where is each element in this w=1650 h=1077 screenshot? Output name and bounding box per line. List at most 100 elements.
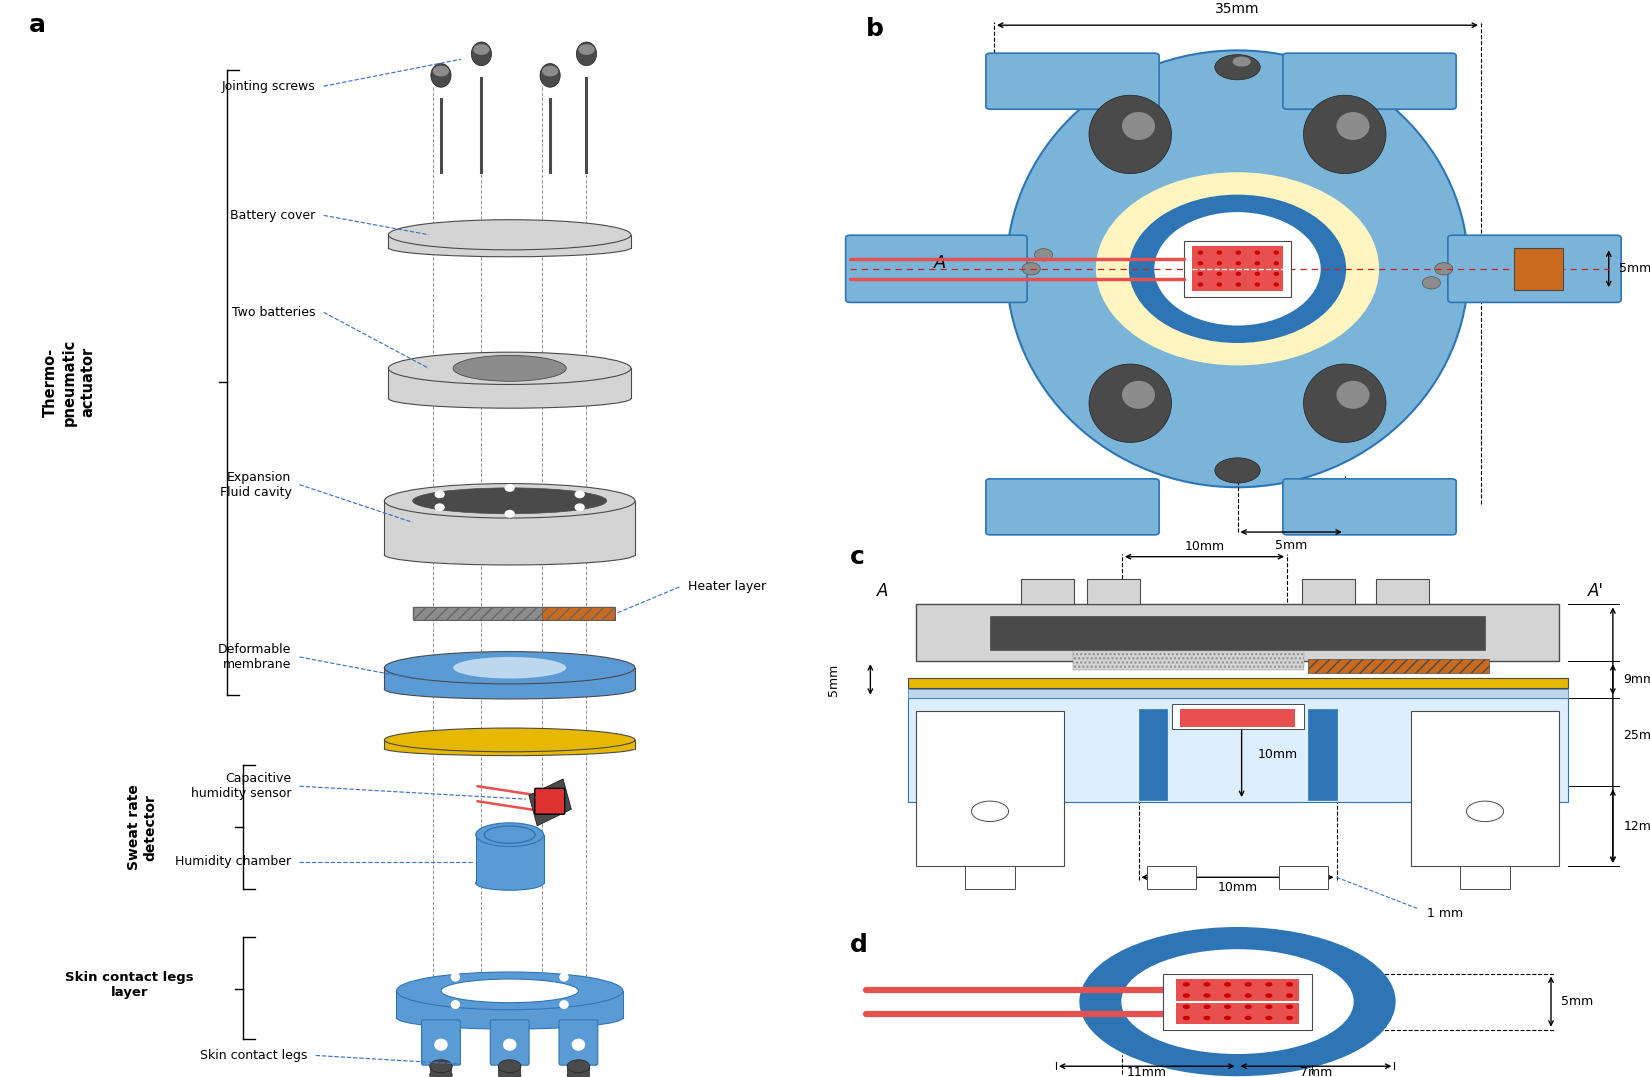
Text: Thermo-
pneumatic
actuator: Thermo- pneumatic actuator bbox=[43, 338, 96, 426]
Ellipse shape bbox=[1081, 928, 1394, 1075]
Text: 5mm: 5mm bbox=[827, 663, 840, 696]
Text: 5mm: 5mm bbox=[1561, 995, 1594, 1008]
Ellipse shape bbox=[1336, 112, 1369, 140]
Ellipse shape bbox=[579, 44, 594, 55]
Ellipse shape bbox=[576, 42, 597, 66]
Ellipse shape bbox=[1287, 1017, 1292, 1020]
Ellipse shape bbox=[498, 1069, 521, 1077]
Ellipse shape bbox=[1236, 283, 1241, 285]
Bar bbox=[412, 607, 615, 620]
Ellipse shape bbox=[1183, 983, 1190, 985]
Bar bbox=[916, 711, 1064, 866]
Ellipse shape bbox=[396, 971, 624, 1010]
Text: Humidity chamber: Humidity chamber bbox=[175, 855, 292, 868]
Ellipse shape bbox=[1287, 983, 1292, 985]
Ellipse shape bbox=[396, 1006, 624, 1030]
Ellipse shape bbox=[1155, 213, 1320, 325]
Text: c: c bbox=[850, 545, 865, 570]
Bar bbox=[1307, 659, 1488, 673]
Ellipse shape bbox=[1256, 272, 1259, 276]
FancyBboxPatch shape bbox=[535, 788, 564, 814]
Ellipse shape bbox=[384, 728, 635, 752]
Ellipse shape bbox=[1304, 364, 1386, 443]
Text: A': A' bbox=[1589, 582, 1604, 600]
Ellipse shape bbox=[1006, 51, 1468, 487]
Ellipse shape bbox=[1467, 801, 1503, 822]
Ellipse shape bbox=[1218, 251, 1221, 254]
Ellipse shape bbox=[505, 510, 515, 517]
Text: d: d bbox=[850, 933, 868, 956]
FancyBboxPatch shape bbox=[987, 53, 1158, 109]
Ellipse shape bbox=[1204, 994, 1209, 997]
Text: 10mm: 10mm bbox=[1185, 540, 1224, 553]
Ellipse shape bbox=[568, 1069, 589, 1077]
Bar bbox=[908, 698, 1568, 802]
Ellipse shape bbox=[432, 66, 449, 76]
Ellipse shape bbox=[429, 1060, 452, 1073]
Bar bbox=[384, 668, 635, 689]
Ellipse shape bbox=[1218, 272, 1221, 276]
Text: Battery cover: Battery cover bbox=[231, 209, 315, 222]
Text: Jointing screws: Jointing screws bbox=[221, 80, 315, 93]
Text: 35mm: 35mm bbox=[1216, 2, 1259, 16]
Bar bbox=[475, 835, 543, 883]
Text: A: A bbox=[878, 582, 888, 600]
Ellipse shape bbox=[452, 1001, 459, 1008]
Ellipse shape bbox=[475, 823, 543, 847]
Ellipse shape bbox=[1224, 1005, 1231, 1008]
Bar bbox=[543, 607, 615, 620]
Ellipse shape bbox=[454, 657, 566, 679]
Bar bbox=[396, 991, 624, 1018]
Text: a: a bbox=[28, 13, 46, 37]
FancyBboxPatch shape bbox=[490, 1020, 530, 1065]
Ellipse shape bbox=[1287, 994, 1292, 997]
Bar bbox=[412, 607, 615, 620]
Ellipse shape bbox=[1233, 57, 1251, 67]
Ellipse shape bbox=[474, 44, 490, 55]
Ellipse shape bbox=[1089, 95, 1172, 173]
Ellipse shape bbox=[503, 1039, 516, 1050]
Ellipse shape bbox=[1246, 983, 1251, 985]
Ellipse shape bbox=[573, 1039, 584, 1050]
Ellipse shape bbox=[388, 220, 630, 250]
Ellipse shape bbox=[1204, 1017, 1209, 1020]
Bar bbox=[1087, 579, 1140, 604]
Ellipse shape bbox=[568, 1060, 589, 1073]
Bar bbox=[1138, 709, 1168, 800]
Ellipse shape bbox=[384, 680, 635, 699]
Ellipse shape bbox=[1130, 196, 1345, 341]
Text: 7mm: 7mm bbox=[1300, 1066, 1332, 1077]
Text: 10mm: 10mm bbox=[1257, 749, 1299, 761]
Text: b: b bbox=[866, 17, 884, 41]
Ellipse shape bbox=[475, 876, 543, 891]
Text: A': A' bbox=[1534, 254, 1551, 272]
Ellipse shape bbox=[388, 352, 630, 384]
FancyBboxPatch shape bbox=[421, 1020, 460, 1065]
Ellipse shape bbox=[1097, 173, 1378, 364]
Bar bbox=[1302, 579, 1355, 604]
Text: Skin contact legs: Skin contact legs bbox=[200, 1049, 307, 1062]
Bar bbox=[990, 616, 1485, 649]
Ellipse shape bbox=[1224, 994, 1231, 997]
Ellipse shape bbox=[1274, 262, 1279, 265]
Text: Skin contact legs
layer: Skin contact legs layer bbox=[66, 971, 195, 999]
Ellipse shape bbox=[1236, 262, 1241, 265]
Ellipse shape bbox=[436, 491, 444, 498]
FancyBboxPatch shape bbox=[1284, 479, 1455, 535]
Ellipse shape bbox=[559, 974, 568, 981]
Ellipse shape bbox=[1287, 1005, 1292, 1008]
Ellipse shape bbox=[498, 1060, 521, 1073]
Text: Deformable
membrane: Deformable membrane bbox=[218, 643, 292, 671]
Ellipse shape bbox=[1122, 112, 1155, 140]
Text: Capacitive
humidity sensor: Capacitive humidity sensor bbox=[191, 772, 292, 800]
Text: 5mm: 5mm bbox=[1275, 538, 1307, 551]
Bar bbox=[1376, 579, 1429, 604]
Text: Expansion
Fluid cavity: Expansion Fluid cavity bbox=[219, 471, 292, 499]
Bar bbox=[908, 677, 1568, 687]
Ellipse shape bbox=[1246, 1017, 1251, 1020]
Bar bbox=[1180, 709, 1295, 727]
Bar bbox=[1279, 866, 1328, 889]
Ellipse shape bbox=[1198, 262, 1203, 265]
Ellipse shape bbox=[1214, 458, 1261, 482]
Bar bbox=[1515, 248, 1564, 290]
